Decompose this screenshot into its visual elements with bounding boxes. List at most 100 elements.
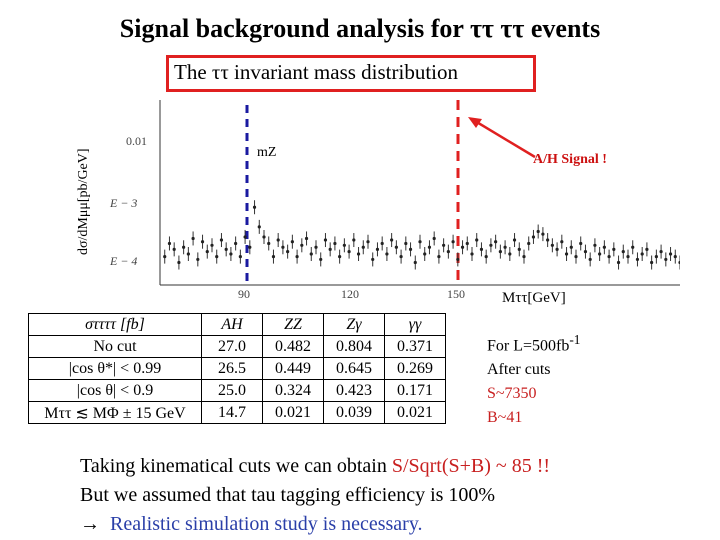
data-point (163, 255, 167, 259)
data-point (319, 257, 323, 262)
arrow-head (468, 117, 482, 128)
data-point (583, 250, 588, 254)
data-point (271, 255, 276, 259)
data-point (564, 252, 569, 256)
table-cell: 0.645 (323, 357, 385, 380)
data-point (290, 240, 294, 244)
arrow-shaft (474, 119, 536, 159)
subtitle-text: The ττ invariant mass distribution (174, 60, 459, 84)
table-row: Mττ ≲ MΦ ± 15 GeV 14.7 0.021 0.039 0.021 (28, 401, 446, 424)
data-point (475, 238, 479, 242)
x-tick-label: 120 (341, 287, 359, 301)
x-tick-label: 150 (447, 287, 465, 301)
data-point (385, 252, 389, 256)
table-cell: 0.482 (262, 335, 324, 358)
data-point (432, 236, 436, 241)
conclusion-emphasis: Realistic simulation study is necessary. (110, 513, 423, 535)
luminosity-text: For L=500fb (487, 337, 570, 355)
slide-title: Signal background analysis for ττ ττ eve… (119, 14, 601, 43)
subtitle-highlight-box (166, 55, 536, 92)
data-point (517, 247, 521, 251)
data-point (498, 250, 502, 254)
data-point (418, 240, 422, 244)
table-cell: |cos θ*| < 0.99 (28, 357, 202, 380)
signal-count: S~7350 (487, 385, 537, 403)
table-header: γγ (384, 313, 446, 336)
data-point (375, 247, 380, 251)
data-point (177, 260, 181, 265)
data-point (451, 240, 455, 244)
data-point (678, 260, 680, 265)
arrow-icon: → (80, 513, 100, 535)
data-point (196, 257, 200, 262)
data-point (522, 255, 526, 259)
data-point (252, 205, 257, 209)
data-point (182, 245, 186, 249)
data-point (210, 243, 214, 247)
y-axis-label: dσ/dMμμ[pb/GeV] (76, 148, 91, 255)
plot-frame (159, 100, 680, 286)
subtitle: The ττ invariant mass distribution (174, 60, 458, 85)
data-point (408, 247, 413, 251)
table-cell: |cos θ| < 0.9 (28, 379, 202, 402)
data-point (390, 238, 394, 242)
data-point (621, 250, 625, 254)
table-header-row: σττττ [fb] AH ZZ Zγ γγ (28, 313, 446, 336)
data-point (380, 241, 384, 246)
table-cell: 14.7 (201, 401, 263, 424)
table-row: |cos θ| < 0.9 25.0 0.324 0.423 0.171 (28, 379, 446, 402)
y-tick-label: 0.01 (126, 134, 147, 148)
data-point (569, 245, 573, 249)
conclusion-line-3: → Realistic simulation study is necessar… (80, 510, 550, 539)
data-point (338, 255, 342, 259)
table-header: AH (201, 313, 263, 336)
data-point (536, 229, 540, 234)
data-point (248, 245, 252, 249)
data-point (347, 250, 351, 254)
table-cell: No cut (28, 335, 202, 358)
y-tick-label: E − 3 (109, 196, 137, 210)
data-point (593, 243, 597, 247)
data-point (489, 243, 493, 247)
table-header: Zγ (323, 313, 385, 336)
data-point (541, 232, 545, 236)
data-point (612, 247, 616, 251)
data-point (654, 255, 658, 259)
table-cell: 0.423 (323, 379, 385, 402)
luminosity-summary: For L=500fb-1 After cuts S~7350 B~41 (487, 328, 580, 430)
data-point (635, 257, 640, 262)
data-point (650, 260, 654, 265)
table-cell: 0.021 (384, 401, 446, 424)
data-point (229, 252, 233, 256)
data-point (404, 241, 408, 246)
table-cell: 0.804 (323, 335, 385, 358)
data-point (427, 245, 432, 249)
data-point (574, 255, 578, 259)
data-point (668, 252, 673, 256)
data-point (300, 243, 304, 247)
data-point (295, 255, 299, 259)
data-point (200, 240, 205, 244)
data-point (413, 260, 417, 265)
data-point (399, 255, 403, 259)
data-point (186, 252, 190, 256)
data-point (616, 260, 621, 265)
data-point (602, 245, 606, 249)
data-point (456, 257, 460, 262)
x-tick-label: 90 (238, 287, 250, 301)
data-point (508, 252, 512, 256)
data-point (531, 235, 536, 239)
significance-highlight: S/Sqrt(S+B) ~ 85 !! (391, 455, 551, 477)
table-cell: 0.269 (384, 357, 446, 380)
data-point (446, 250, 450, 254)
data-point (215, 255, 219, 259)
table-cell: 0.449 (262, 357, 324, 380)
y-tick-label: E − 4 (109, 254, 137, 268)
data-point (503, 245, 507, 249)
data-point (484, 255, 488, 259)
x-tick-labels: 90 120 150 (238, 287, 465, 301)
data-point (626, 255, 630, 259)
data-point (512, 238, 517, 242)
data-point (579, 241, 583, 246)
data-point (172, 247, 176, 251)
